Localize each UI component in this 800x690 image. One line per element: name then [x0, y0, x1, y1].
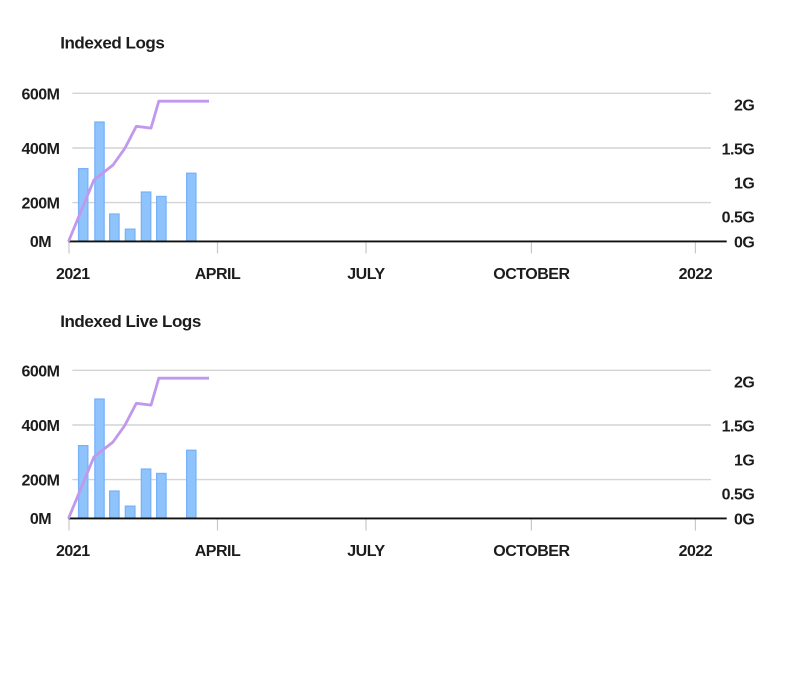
svg-text:400M: 400M — [21, 141, 59, 158]
svg-text:200M: 200M — [21, 473, 59, 490]
svg-text:2022: 2022 — [679, 266, 713, 283]
svg-text:APRIL: APRIL — [195, 266, 241, 283]
svg-text:600M: 600M — [21, 86, 59, 103]
svg-text:2021: 2021 — [56, 543, 90, 560]
svg-text:JULY: JULY — [347, 543, 385, 560]
svg-text:1.5G: 1.5G — [722, 142, 755, 159]
svg-text:OCTOBER: OCTOBER — [493, 543, 570, 560]
svg-text:0.5G: 0.5G — [722, 210, 755, 227]
svg-text:2022: 2022 — [679, 543, 713, 560]
svg-text:0.5G: 0.5G — [722, 487, 755, 504]
svg-text:2021: 2021 — [56, 266, 90, 283]
svg-text:Indexed Live Logs: Indexed Live Logs — [60, 312, 201, 331]
svg-text:0G: 0G — [734, 512, 754, 529]
svg-text:OCTOBER: OCTOBER — [493, 266, 570, 283]
svg-text:APRIL: APRIL — [195, 543, 241, 560]
svg-text:JULY: JULY — [347, 266, 385, 283]
svg-text:1.5G: 1.5G — [722, 419, 755, 436]
svg-text:0M: 0M — [30, 234, 51, 251]
svg-text:Indexed Logs: Indexed Logs — [60, 33, 164, 52]
svg-text:2G: 2G — [734, 98, 754, 115]
svg-text:0G: 0G — [734, 235, 754, 252]
svg-text:600M: 600M — [21, 363, 59, 380]
svg-text:1G: 1G — [734, 176, 754, 193]
svg-text:0M: 0M — [30, 511, 51, 528]
svg-text:400M: 400M — [21, 418, 59, 435]
svg-text:2G: 2G — [734, 375, 754, 392]
svg-text:1G: 1G — [734, 453, 754, 470]
svg-text:200M: 200M — [21, 196, 59, 213]
